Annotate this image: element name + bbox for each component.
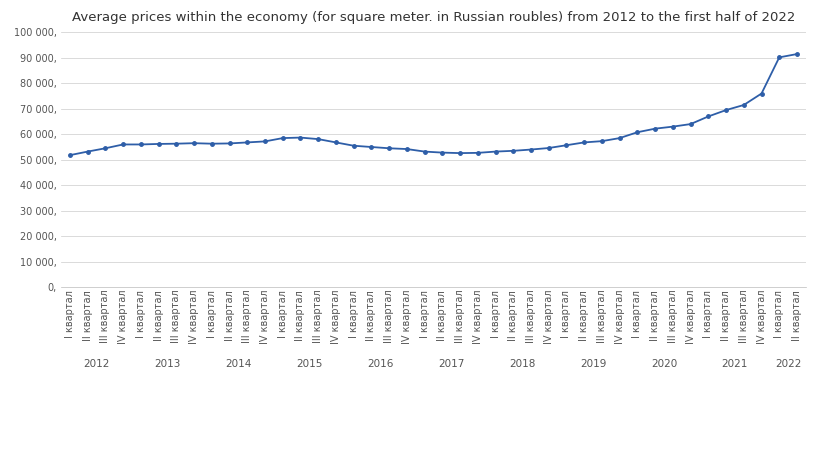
Title: Average prices within the economy (for square meter. in Russian roubles) from 20: Average prices within the economy (for s… (72, 11, 795, 24)
Text: 2019: 2019 (580, 359, 606, 369)
Text: 2016: 2016 (367, 359, 393, 369)
Text: 2015: 2015 (296, 359, 322, 369)
Text: 2020: 2020 (651, 359, 677, 369)
Text: 2017: 2017 (438, 359, 464, 369)
Text: 2022: 2022 (775, 359, 801, 369)
Text: 2012: 2012 (83, 359, 110, 369)
Text: 2013: 2013 (155, 359, 181, 369)
Text: 2014: 2014 (225, 359, 252, 369)
Text: 2018: 2018 (509, 359, 536, 369)
Text: 2021: 2021 (722, 359, 748, 369)
